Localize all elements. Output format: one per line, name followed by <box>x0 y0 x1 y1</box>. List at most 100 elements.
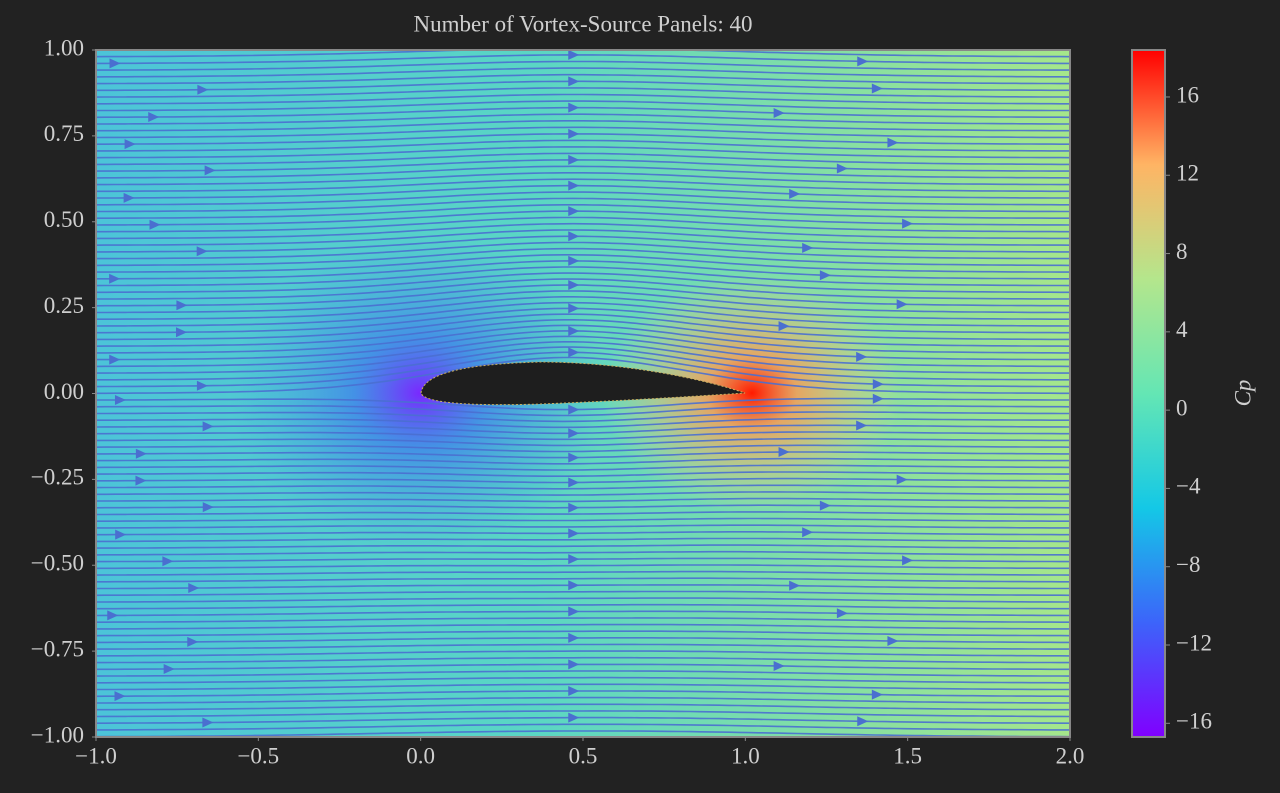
streamline <box>96 477 1070 484</box>
streamline <box>96 690 1070 698</box>
streamline <box>96 656 1070 664</box>
streamline <box>96 152 1070 166</box>
streamline <box>96 723 1070 731</box>
streamline-arrow <box>568 632 580 643</box>
streamline-arrow <box>778 321 790 332</box>
streamline <box>96 351 1070 388</box>
streamline-arrow <box>187 636 199 647</box>
streamline <box>96 491 1070 496</box>
streamline <box>96 730 1070 737</box>
streamline <box>96 93 1070 105</box>
x-tick-label: 1.5 <box>893 743 922 768</box>
streamline-arrow <box>568 102 580 113</box>
streamline <box>96 184 1070 199</box>
airfoil <box>420 361 746 406</box>
streamline-arrow <box>568 554 580 565</box>
streamline-arrow <box>163 664 175 675</box>
colorbar <box>1131 49 1166 738</box>
streamline-arrow <box>568 255 580 266</box>
streamline-arrow <box>819 270 831 281</box>
streamline-arrow <box>836 608 848 619</box>
high-pressure <box>602 273 902 513</box>
colorbar-label: Cp <box>1230 380 1255 407</box>
streamline <box>96 676 1070 684</box>
streamline-arrow <box>568 528 580 539</box>
streamline <box>96 254 1070 273</box>
x-tick-label: 2.0 <box>1056 743 1085 768</box>
streamline <box>96 126 1070 139</box>
streamline-arrow <box>196 246 208 257</box>
streamline <box>96 610 1070 617</box>
streamline-arrow <box>773 660 785 671</box>
streamline-arrow <box>802 242 814 253</box>
streamline <box>96 716 1070 724</box>
streamline-arrow <box>109 273 121 284</box>
colorbar-tick-label: −4 <box>1176 474 1201 499</box>
y-tick-label: 1.00 <box>44 35 84 60</box>
streamline <box>96 703 1070 711</box>
streamline <box>96 67 1070 78</box>
streamline <box>96 524 1070 529</box>
x-tick-label: −0.5 <box>237 743 279 768</box>
streamline <box>96 165 1070 179</box>
y-tick-label: −0.25 <box>31 465 84 490</box>
streamline-arrow <box>148 112 160 123</box>
streamline <box>96 50 1070 51</box>
streamline-arrow <box>857 56 869 67</box>
colorbar-tick-label: −12 <box>1176 630 1212 655</box>
streamline-arrow <box>204 165 216 176</box>
y-tick-label: 0.00 <box>44 379 84 404</box>
streamline <box>96 623 1070 630</box>
streamline <box>96 397 1070 411</box>
streamline <box>96 637 1070 644</box>
streamline <box>96 241 1070 260</box>
streamline-arrow <box>568 606 580 617</box>
streamline-arrow <box>887 137 899 148</box>
streamline <box>96 172 1070 186</box>
streamline <box>96 464 1070 471</box>
streamline-arrow <box>773 108 785 119</box>
streamline-arrow <box>568 50 580 60</box>
streamline <box>96 417 1070 429</box>
streamline-arrow <box>902 218 914 229</box>
streamline <box>96 120 1070 132</box>
streamline <box>96 590 1070 597</box>
streamline <box>96 550 1070 556</box>
streamline <box>96 197 1070 213</box>
x-tick-label: 0.5 <box>569 743 598 768</box>
streamline-arrow <box>568 325 580 336</box>
streamline <box>96 204 1070 219</box>
colorbar-tick-label: 12 <box>1176 161 1199 186</box>
streamline <box>96 301 1070 327</box>
streamline <box>96 617 1070 623</box>
streamline <box>96 319 1070 347</box>
streamline-arrow <box>568 76 580 87</box>
streamline-arrow <box>568 712 580 723</box>
streamline <box>96 564 1070 570</box>
streamline <box>96 457 1070 465</box>
streamline <box>96 100 1070 112</box>
streamline-arrow <box>114 691 126 702</box>
streamline <box>96 504 1070 509</box>
streamline-arrow <box>568 347 580 358</box>
streamline-arrow <box>149 219 161 230</box>
streamline <box>96 404 1070 417</box>
streamline <box>96 278 1070 300</box>
streamline <box>96 424 1070 435</box>
colorbar-tick-label: 4 <box>1176 317 1188 342</box>
streamline-arrow <box>176 300 188 311</box>
streamline-arrow <box>568 280 580 291</box>
streamline <box>96 60 1070 71</box>
streamline-arrow <box>568 452 580 463</box>
streamline <box>96 139 1070 152</box>
streamline <box>96 146 1070 159</box>
streamlines <box>96 50 1070 737</box>
streamline-arrow <box>856 351 868 362</box>
streamline <box>96 330 1070 361</box>
streamline-arrow <box>887 635 899 646</box>
streamline <box>96 544 1070 549</box>
streamline-arrow <box>789 188 801 199</box>
streamline <box>96 603 1070 610</box>
streamline-arrow <box>568 580 580 591</box>
streamline <box>96 191 1070 206</box>
